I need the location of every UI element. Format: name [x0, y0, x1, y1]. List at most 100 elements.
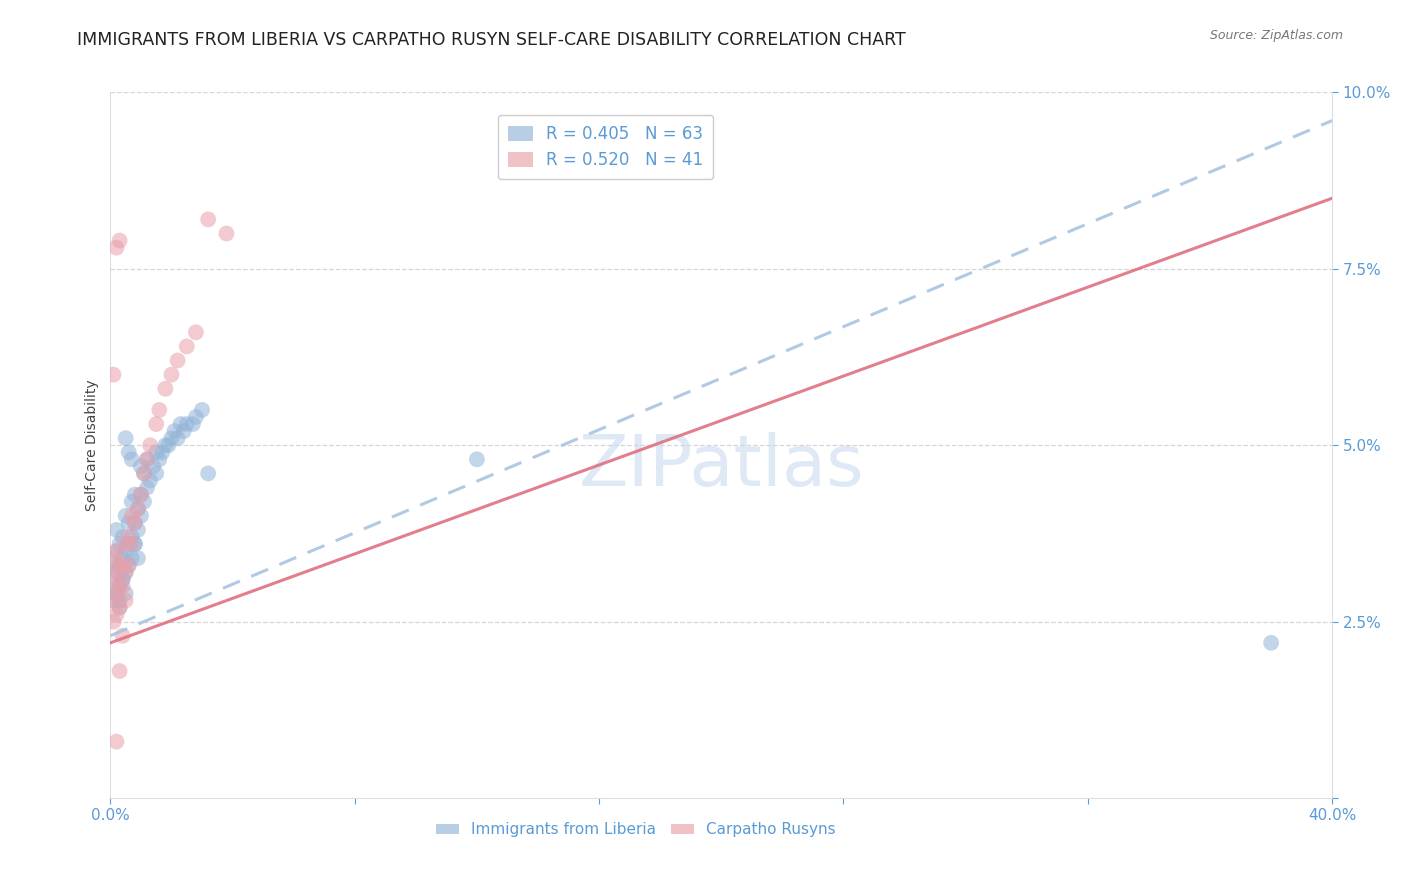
Point — [148, 452, 170, 467]
Point — [105, 586, 128, 600]
Point — [136, 452, 159, 467]
Point — [111, 572, 134, 586]
Point — [105, 566, 128, 580]
Text: Source: ZipAtlas.com: Source: ZipAtlas.com — [1209, 29, 1343, 42]
Point — [105, 566, 128, 580]
Point — [114, 593, 136, 607]
Point — [103, 579, 125, 593]
Point — [129, 487, 152, 501]
Point — [184, 326, 207, 340]
Point — [132, 467, 155, 481]
Point — [118, 558, 141, 573]
Point — [118, 537, 141, 551]
Point — [176, 339, 198, 353]
Point — [103, 593, 125, 607]
Point — [142, 459, 165, 474]
Point — [111, 579, 134, 593]
Point — [105, 544, 128, 558]
Point — [191, 403, 214, 417]
Point — [181, 417, 204, 431]
Point — [108, 579, 131, 593]
Point — [103, 572, 125, 586]
Point — [1260, 636, 1282, 650]
Point — [108, 579, 131, 593]
Point — [118, 516, 141, 530]
Point — [111, 530, 134, 544]
Point — [103, 551, 125, 566]
Point — [139, 474, 162, 488]
Point — [169, 417, 191, 431]
Point — [103, 615, 125, 629]
Point — [139, 438, 162, 452]
Point — [108, 600, 131, 615]
Point — [105, 523, 128, 537]
Point — [124, 487, 146, 501]
Point — [129, 459, 152, 474]
Point — [114, 431, 136, 445]
Point — [121, 494, 143, 508]
Point — [145, 445, 167, 459]
Point — [108, 234, 131, 248]
Point — [105, 734, 128, 748]
Text: IMMIGRANTS FROM LIBERIA VS CARPATHO RUSYN SELF-CARE DISABILITY CORRELATION CHART: IMMIGRANTS FROM LIBERIA VS CARPATHO RUSY… — [77, 31, 905, 49]
Point — [173, 424, 195, 438]
Point — [127, 501, 149, 516]
Point — [215, 227, 238, 241]
Point — [105, 586, 128, 600]
Point — [114, 566, 136, 580]
Point — [136, 452, 159, 467]
Point — [127, 501, 149, 516]
Point — [105, 241, 128, 255]
Point — [148, 403, 170, 417]
Point — [145, 467, 167, 481]
Point — [108, 558, 131, 573]
Point — [108, 664, 131, 678]
Point — [129, 508, 152, 523]
Point — [124, 516, 146, 530]
Point — [163, 424, 186, 438]
Point — [160, 431, 183, 445]
Point — [105, 607, 128, 622]
Point — [155, 438, 177, 452]
Point — [184, 409, 207, 424]
Point — [124, 516, 146, 530]
Point — [127, 523, 149, 537]
Point — [118, 558, 141, 573]
Point — [111, 551, 134, 566]
Point — [114, 508, 136, 523]
Point — [160, 368, 183, 382]
Point — [132, 467, 155, 481]
Point — [124, 537, 146, 551]
Point — [108, 593, 131, 607]
Point — [121, 508, 143, 523]
Point — [129, 487, 152, 501]
Point — [176, 417, 198, 431]
Point — [121, 537, 143, 551]
Point — [103, 368, 125, 382]
Point — [111, 572, 134, 586]
Point — [465, 452, 488, 467]
Point — [105, 544, 128, 558]
Point — [155, 382, 177, 396]
Point — [118, 530, 141, 544]
Point — [124, 537, 146, 551]
Legend: R = 0.405   N = 63, R = 0.520   N = 41: R = 0.405 N = 63, R = 0.520 N = 41 — [498, 115, 713, 179]
Point — [121, 530, 143, 544]
Point — [150, 445, 173, 459]
Point — [136, 481, 159, 495]
Point — [114, 537, 136, 551]
Point — [145, 417, 167, 431]
Point — [197, 212, 219, 227]
Point — [108, 600, 131, 615]
Point — [166, 431, 188, 445]
Text: ZIPatlas: ZIPatlas — [578, 432, 865, 501]
Point — [121, 452, 143, 467]
Point — [127, 551, 149, 566]
Point — [103, 593, 125, 607]
Y-axis label: Self-Care Disability: Self-Care Disability — [86, 379, 100, 511]
Point — [111, 629, 134, 643]
Point — [197, 467, 219, 481]
Point — [121, 551, 143, 566]
Point — [132, 494, 155, 508]
Point — [118, 445, 141, 459]
